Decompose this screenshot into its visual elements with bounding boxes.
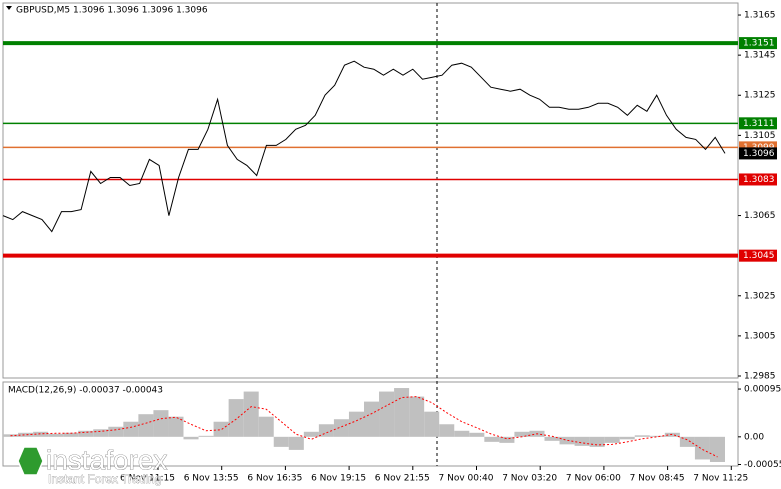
macd-bar <box>709 436 725 462</box>
macd-bar <box>18 432 34 437</box>
macd-title: MACD(12,26,9) -0.00037 -0.00043 <box>8 386 163 396</box>
price-panel <box>2 2 739 379</box>
macd-bar <box>198 435 214 437</box>
macd-bar <box>409 396 425 437</box>
x-tick-label: 6 Nov 21:55 <box>375 474 430 484</box>
level-label-box <box>739 117 777 130</box>
macd-bar <box>484 436 500 442</box>
macd-bar <box>634 435 650 437</box>
level-label: 1.3151 <box>743 39 775 49</box>
macd-bar <box>138 414 154 437</box>
x-tick-label: 7 Nov 06:00 <box>566 474 621 484</box>
x-tick-label: 7 Nov 00:40 <box>439 474 494 484</box>
macd-bar <box>93 429 109 437</box>
macd-bar <box>333 419 349 437</box>
logo: instaforex Instant Forex Trading <box>17 444 168 486</box>
y-tick-label: 0.00095 <box>744 385 781 395</box>
x-tick-label: 6 Nov 19:15 <box>311 474 366 484</box>
macd-bar <box>619 436 635 440</box>
macd-bar <box>649 435 665 437</box>
macd-bar <box>63 432 79 437</box>
level-label-box <box>739 173 777 186</box>
x-tick-label: 7 Nov 03:20 <box>502 474 557 484</box>
current-price-box <box>739 147 777 160</box>
macd-bar <box>78 430 94 437</box>
macd-bar <box>364 401 380 437</box>
macd-bar <box>514 431 530 437</box>
macd-bar <box>228 399 244 437</box>
macd-bar <box>439 424 455 437</box>
logo-tagline: Instant Forex Trading <box>48 472 161 486</box>
macd-bar <box>664 432 680 437</box>
macd-bar <box>48 433 64 437</box>
level-label-box <box>739 37 777 50</box>
x-tick-label: 6 Nov 16:35 <box>247 474 302 484</box>
macd-bar <box>33 431 49 437</box>
price-line <box>2 60 726 233</box>
x-tick-label: 7 Nov 11:25 <box>693 474 748 484</box>
macd-bar <box>273 436 289 447</box>
y-tick-label: 0.00 <box>744 432 764 442</box>
macd-bar <box>499 436 515 443</box>
macd-bar <box>258 416 274 437</box>
macd-bar <box>108 426 124 437</box>
macd-bar <box>243 391 259 437</box>
menu-icon <box>6 6 12 10</box>
macd-bar <box>288 436 304 450</box>
macd-bar <box>589 436 605 447</box>
macd-bar <box>604 436 620 443</box>
macd-bar <box>348 411 364 437</box>
macd-bar <box>694 436 710 460</box>
macd-bar <box>394 388 410 437</box>
macd-bar <box>454 430 470 437</box>
macd-bar <box>318 424 334 437</box>
level-label: 1.3083 <box>743 175 775 185</box>
y-tick-label: 1.3145 <box>744 51 776 61</box>
macd-bar <box>544 436 560 441</box>
y-tick-label: 1.3005 <box>744 331 776 341</box>
macd-bar <box>559 436 575 445</box>
logo-name: instaforex <box>46 444 167 475</box>
x-tick-label: 7 Nov 08:45 <box>630 474 685 484</box>
x-tick-label: 6 Nov 11:15 <box>120 474 175 484</box>
x-tick-label: 6 Nov 13:55 <box>184 474 239 484</box>
macd-bar <box>469 432 485 437</box>
macd-bar <box>379 391 395 437</box>
macd-bar <box>183 436 199 440</box>
logo-icon <box>17 446 44 476</box>
macd-bar <box>424 411 440 437</box>
macd-bar <box>168 416 184 437</box>
level-label-box <box>739 249 777 262</box>
macd-bar <box>303 431 319 437</box>
y-tick-label: 1.3125 <box>744 91 776 101</box>
chart-title: GBPUSD,M5 1.3096 1.3096 1.3096 1.3096 <box>16 6 208 16</box>
level-label: 1.3111 <box>743 119 775 129</box>
macd-bar <box>679 436 695 447</box>
y-tick-label: 1.3165 <box>744 11 776 21</box>
macd-bar <box>574 436 590 446</box>
current-price-label: 1.3096 <box>743 149 775 159</box>
macd-bar <box>213 421 229 437</box>
signal-line <box>10 396 718 458</box>
macd-bar <box>123 421 139 437</box>
y-tick-label: 1.2985 <box>744 371 776 381</box>
level-label: 1.3045 <box>743 251 775 261</box>
y-tick-label: 1.3105 <box>744 131 776 141</box>
y-tick-label: 1.3065 <box>744 211 776 221</box>
y-tick-label: -0.00055 <box>744 460 781 470</box>
y-tick-label: 1.3025 <box>744 291 776 301</box>
macd-bar <box>153 410 169 437</box>
